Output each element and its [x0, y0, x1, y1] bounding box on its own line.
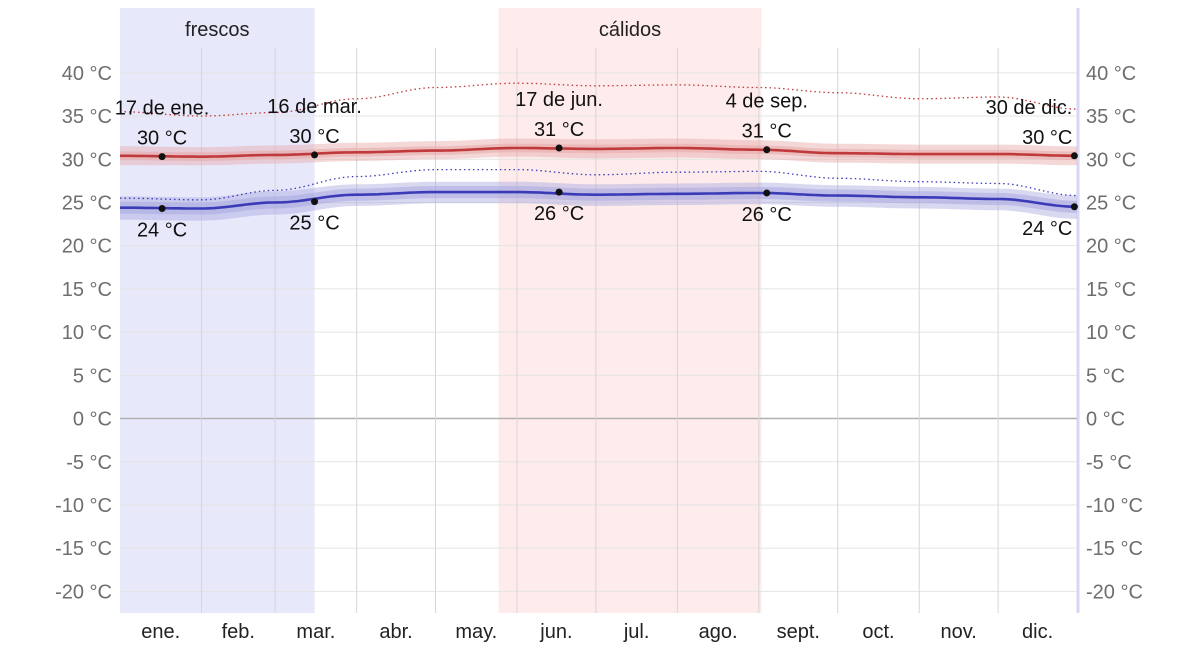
annotation-dot-8 — [763, 189, 771, 197]
annotation-value-1: 30 °C — [289, 126, 339, 148]
y-tick-right-12: -20 °C — [1086, 581, 1143, 603]
annotation-value-5: 24 °C — [137, 220, 187, 242]
season-bands: frescos cálidos — [120, 8, 1080, 613]
series-lines — [119, 82, 1078, 210]
month-label-3: abr. — [379, 621, 412, 643]
y-tick-right-6: 10 °C — [1086, 322, 1136, 344]
annotation-dot-3 — [763, 146, 771, 154]
season-label-1: cálidos — [599, 19, 661, 41]
annotation-value-6: 25 °C — [289, 213, 339, 235]
y-tick-right-8: 0 °C — [1086, 409, 1125, 431]
y-tick-left-0: 40 °C — [62, 63, 112, 85]
month-label-2: mar. — [296, 621, 335, 643]
month-label-11: dic. — [1022, 621, 1053, 643]
y-tick-right-10: -10 °C — [1086, 495, 1143, 517]
y-tick-left-5: 15 °C — [62, 279, 112, 301]
annotation-date-1: 16 de mar. — [267, 96, 362, 118]
month-label-4: may. — [455, 621, 497, 643]
month-label-10: nov. — [941, 621, 977, 643]
annotation-dot-4 — [1070, 152, 1078, 160]
season-band-1 — [498, 8, 762, 613]
annotation-dot-9 — [1070, 203, 1078, 211]
y-tick-right-4: 20 °C — [1086, 236, 1136, 258]
annotation-value-7: 26 °C — [534, 203, 584, 225]
high-band-inner — [120, 143, 1077, 161]
percentile-bands — [120, 138, 1077, 221]
month-label-5: jun. — [539, 621, 572, 643]
annotation-value-2: 31 °C — [534, 119, 584, 141]
annotation-date-4: 30 de dic. — [986, 97, 1073, 119]
annotation-dot-1 — [311, 151, 319, 159]
y-tick-left-10: -10 °C — [55, 495, 112, 517]
y-tick-left-4: 20 °C — [62, 236, 112, 258]
y-tick-left-2: 30 °C — [62, 149, 112, 171]
y-tick-right-11: -15 °C — [1086, 538, 1143, 560]
y-tick-right-5: 15 °C — [1086, 279, 1136, 301]
y-tick-left-8: 0 °C — [73, 409, 112, 431]
season-label-0: frescos — [185, 19, 249, 41]
x-axis-months: ene. feb. mar. abr. may. jun. jul. ago. sept. oct… — [141, 621, 1053, 643]
annotation-dot-7 — [555, 188, 563, 196]
y-tick-left-12: -20 °C — [55, 581, 112, 603]
annotation-date-3: 4 de sep. — [726, 91, 808, 113]
y-tick-left-7: 5 °C — [73, 365, 112, 387]
annotation-value-8: 26 °C — [742, 204, 792, 226]
annotation-date-0: 17 de ene. — [115, 98, 210, 120]
month-label-0: ene. — [141, 621, 180, 643]
month-label-1: feb. — [222, 621, 255, 643]
y-axis-left: 40 °C 35 °C 30 °C 25 °C 20 °C 15 °C 10 °C 5 °C 0… — [55, 63, 112, 604]
annotation-value-3: 31 °C — [742, 121, 792, 143]
annotation-dot-6 — [311, 198, 319, 206]
month-label-8: sept. — [777, 621, 820, 643]
y-tick-right-9: -5 °C — [1086, 452, 1132, 474]
low-band-inner — [120, 186, 1077, 215]
y-tick-left-9: -5 °C — [66, 452, 112, 474]
annotation-value-4: 30 °C — [1022, 127, 1072, 149]
y-tick-left-11: -15 °C — [55, 538, 112, 560]
annotation-dot-0 — [158, 153, 166, 161]
y-tick-left-6: 10 °C — [62, 322, 112, 344]
y-tick-left-3: 25 °C — [62, 192, 112, 214]
y-tick-right-0: 40 °C — [1086, 63, 1136, 85]
y-tick-right-7: 5 °C — [1086, 365, 1125, 387]
month-label-6: jul. — [623, 621, 650, 643]
annotation-dot-2 — [555, 144, 563, 152]
annotation-value-9: 24 °C — [1022, 218, 1072, 240]
annotation-dot-5 — [158, 205, 166, 213]
y-tick-right-1: 35 °C — [1086, 106, 1136, 128]
point-annotations: 17 de ene. 30 °C 16 de mar. 30 °C 17 de jun.… — [115, 89, 1078, 242]
y-tick-right-2: 30 °C — [1086, 149, 1136, 171]
y-tick-left-1: 35 °C — [62, 106, 112, 128]
y-axis-right: 40 °C 35 °C 30 °C 25 °C 20 °C 15 °C 10 °C 5 °C 0… — [1086, 63, 1143, 604]
annotation-value-0: 30 °C — [137, 128, 187, 150]
month-label-9: oct. — [862, 621, 894, 643]
high-line — [120, 146, 1077, 158]
low-line — [120, 190, 1078, 210]
month-label-7: ago. — [699, 621, 738, 643]
annotation-date-2: 17 de jun. — [515, 89, 603, 111]
season-band-0 — [120, 8, 315, 613]
y-tick-right-3: 25 °C — [1086, 192, 1136, 214]
